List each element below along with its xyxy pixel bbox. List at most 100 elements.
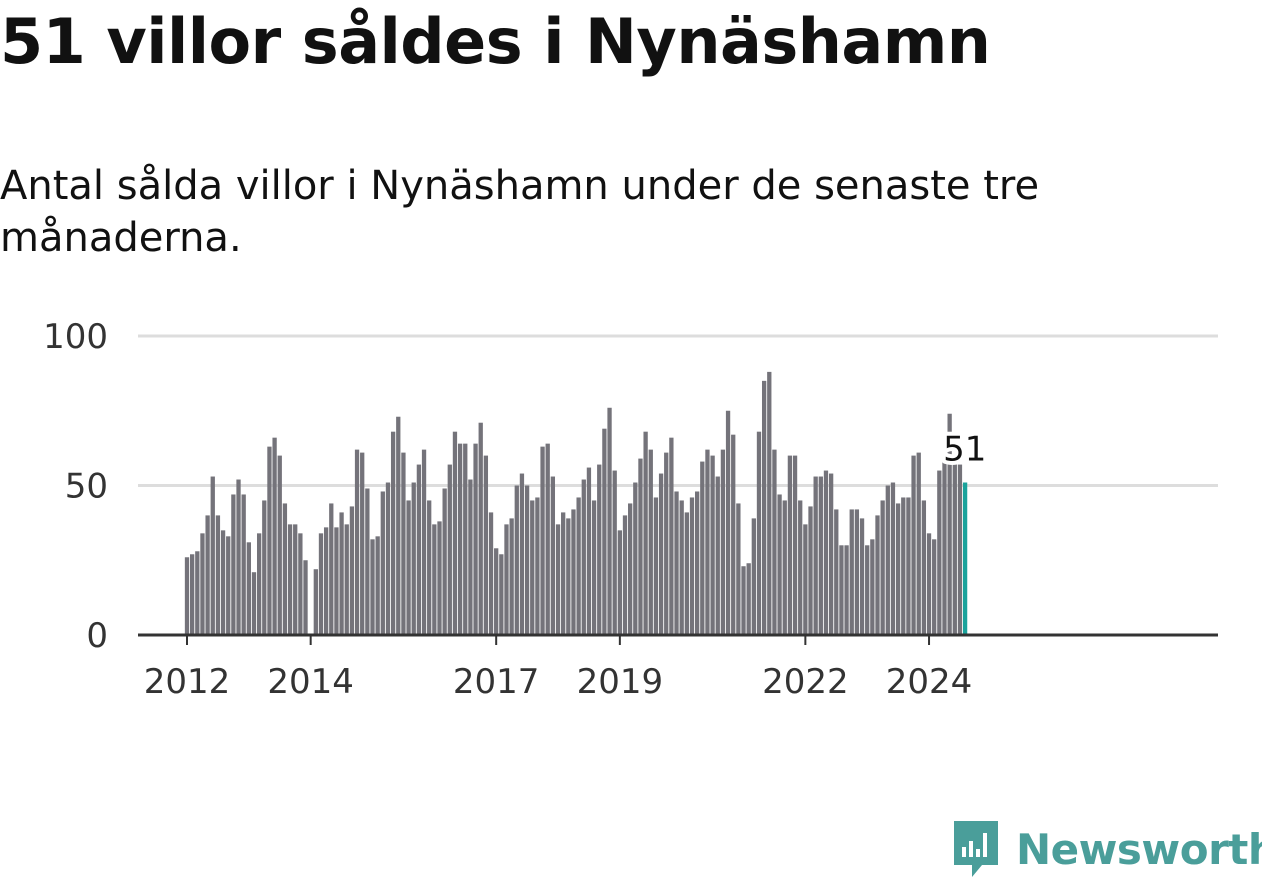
bar xyxy=(576,497,581,635)
bar xyxy=(195,551,200,635)
x-tick-label-2014: 2014 xyxy=(267,662,354,702)
bar xyxy=(488,512,494,635)
bar xyxy=(478,422,483,635)
bar-highlight xyxy=(962,482,968,635)
bar xyxy=(251,572,257,635)
bar xyxy=(442,488,447,635)
bar xyxy=(844,545,849,635)
bar xyxy=(581,479,586,635)
bar xyxy=(741,566,746,635)
y-tick-label-0: 0 xyxy=(86,616,108,656)
bar xyxy=(875,515,880,635)
bar xyxy=(360,452,365,635)
bar xyxy=(885,485,890,635)
bar xyxy=(231,494,236,635)
bar xyxy=(267,446,272,635)
bar xyxy=(849,509,854,635)
bar xyxy=(782,500,787,635)
bar xyxy=(550,476,556,635)
bar xyxy=(349,506,355,635)
bar xyxy=(535,497,540,635)
bar xyxy=(406,500,411,635)
bar xyxy=(457,443,463,635)
bar xyxy=(396,416,401,635)
x-tick-label-2012: 2012 xyxy=(144,662,231,702)
bar xyxy=(643,431,648,635)
bar xyxy=(756,431,762,635)
bar xyxy=(679,500,684,635)
bar xyxy=(303,560,308,635)
bar xyxy=(705,449,710,635)
bar xyxy=(932,539,937,635)
bar xyxy=(777,494,782,635)
bar xyxy=(323,527,329,635)
bar xyxy=(427,500,432,635)
bar xyxy=(720,449,726,635)
bar xyxy=(586,467,592,635)
bar xyxy=(834,509,839,635)
bar xyxy=(617,530,622,635)
bar xyxy=(555,524,561,635)
bar xyxy=(241,494,246,635)
bar xyxy=(895,503,901,635)
x-tick-label-2017: 2017 xyxy=(453,662,540,702)
bar xyxy=(798,500,803,635)
bar xyxy=(184,557,190,635)
bar xyxy=(689,497,695,635)
bar xyxy=(653,497,659,635)
bar xyxy=(282,503,288,635)
bar xyxy=(509,518,514,635)
bar xyxy=(761,380,767,635)
bar xyxy=(468,479,473,635)
bar xyxy=(916,452,921,635)
bar xyxy=(937,470,942,635)
bar xyxy=(628,503,633,635)
bar xyxy=(519,473,525,635)
bar xyxy=(859,518,865,635)
bar xyxy=(463,443,468,635)
bar xyxy=(256,533,262,635)
bar xyxy=(669,437,674,635)
bar xyxy=(354,449,360,635)
bar xyxy=(731,434,736,635)
bar xyxy=(792,455,798,635)
bar xyxy=(313,569,318,635)
y-tick-label-50: 50 xyxy=(65,467,108,507)
newsworthy-logo[interactable]: Newsworthy xyxy=(950,818,1262,880)
bar xyxy=(220,530,226,635)
bar xyxy=(494,548,499,635)
bar xyxy=(870,539,875,635)
bar xyxy=(695,491,700,635)
bar xyxy=(808,506,813,635)
bar xyxy=(561,512,566,635)
bar xyxy=(591,500,597,635)
logo-text: Newsworthy xyxy=(1016,824,1262,874)
bar xyxy=(612,470,617,635)
bar xyxy=(447,464,452,635)
bar xyxy=(571,509,576,635)
bar xyxy=(622,515,628,635)
x-tick-label-2019: 2019 xyxy=(577,662,664,702)
bar xyxy=(633,482,638,635)
bar xyxy=(272,437,277,635)
bar xyxy=(483,455,489,635)
bar xyxy=(545,443,550,635)
bar xyxy=(664,452,669,635)
bar xyxy=(452,431,458,635)
bar xyxy=(210,476,215,635)
bar xyxy=(370,539,375,635)
bar xyxy=(839,545,844,635)
bar xyxy=(226,536,231,635)
bar xyxy=(540,446,545,635)
bar xyxy=(906,497,911,635)
bar xyxy=(236,479,241,635)
bar xyxy=(725,410,731,635)
bar xyxy=(344,524,349,635)
bar xyxy=(215,515,221,635)
bar xyxy=(530,500,535,635)
bar xyxy=(854,509,860,635)
bar xyxy=(823,470,829,635)
bar xyxy=(473,443,478,635)
bar xyxy=(602,428,607,635)
x-tick-label-2022: 2022 xyxy=(762,662,849,702)
